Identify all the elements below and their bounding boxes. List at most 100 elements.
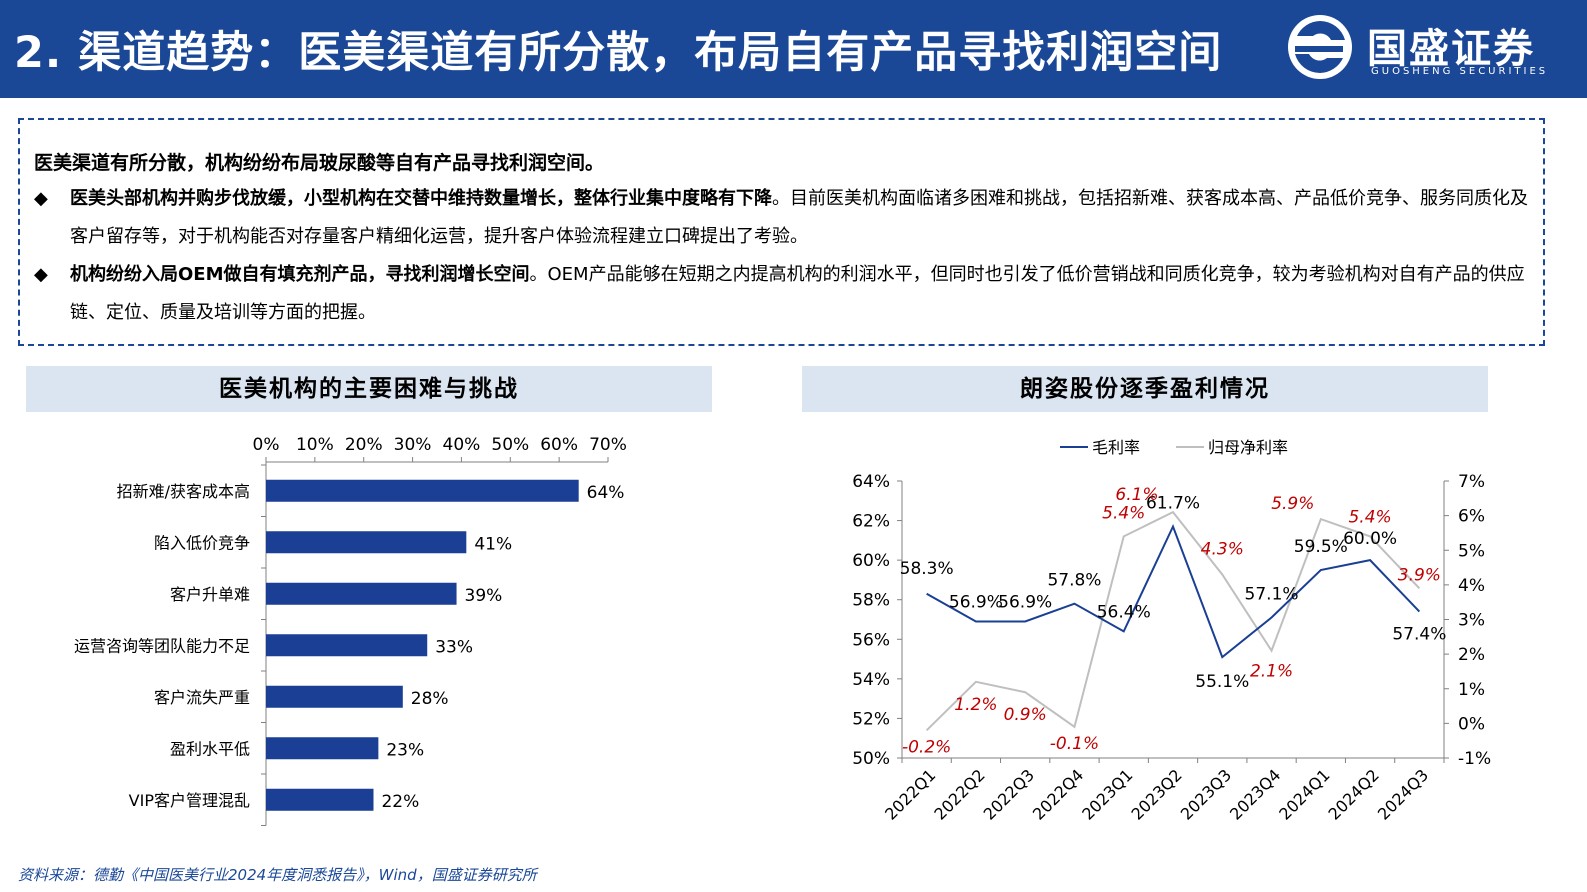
net-margin-label: 1.2%: [954, 695, 997, 715]
bar-x-tick-label: 40%: [443, 435, 481, 455]
left-panel-title: 医美机构的主要困难与挑战: [26, 366, 712, 412]
bullet-2-text: 。OEM产品能够在短期之内提高机构的利润水平，但同时也引发了低价营销战和同质化竞…: [70, 264, 1525, 323]
brand-logo: 国盛证券 GUOSHENG SECURITIES: [1285, 12, 1575, 82]
bar-x-tick-label: 10%: [296, 435, 334, 455]
bar-x-tick-label: 30%: [394, 435, 432, 455]
gross-margin-label: 58.3%: [900, 559, 954, 579]
bar: [266, 737, 379, 760]
logo-text: 国盛证券: [1367, 26, 1535, 72]
net-margin-label: 3.9%: [1398, 565, 1441, 585]
bar-value-label: 33%: [435, 637, 473, 657]
bar-x-tick-label: 50%: [491, 435, 529, 455]
net-margin-label: 5.9%: [1271, 494, 1314, 514]
gross-margin-label: 56.9%: [998, 592, 1052, 612]
line-right-tick-label: 1%: [1458, 680, 1485, 700]
line-right-tick-label: -1%: [1458, 749, 1491, 769]
line-x-tick-label: 2023Q2: [1127, 765, 1185, 823]
bullet-1-text: 。目前医美机构面临诸多困难和挑战，包括招新难、获客成本高、产品低价竞争、服务同质…: [70, 188, 1528, 247]
bar-category-label: 客户升单难: [170, 585, 250, 604]
line-left-tick-label: 62%: [852, 512, 890, 532]
line-right-tick-label: 2%: [1458, 645, 1485, 665]
logo-subtitle: GUOSHENG SECURITIES: [1371, 66, 1549, 77]
net-margin-label: 5.4%: [1348, 507, 1391, 527]
bar-value-label: 39%: [465, 586, 503, 606]
line-left-tick-label: 52%: [852, 709, 890, 729]
bar: [266, 685, 403, 708]
gross-margin-label: 57.4%: [1392, 625, 1446, 645]
line-x-tick-label: 2022Q4: [1029, 765, 1087, 823]
net-margin-label: 0.9%: [1004, 705, 1047, 725]
line-left-tick-label: 58%: [852, 591, 890, 611]
gross-margin-label: 61.7%: [1146, 494, 1200, 514]
bar-value-label: 64%: [587, 483, 625, 503]
net-margin-line: [925, 510, 1421, 732]
diamond-bullet-icon: ◆: [34, 188, 48, 209]
legend-label: 归母净利率: [1208, 438, 1288, 457]
line-left-tick-label: 50%: [852, 749, 890, 769]
bar: [266, 582, 457, 605]
bar-x-tick-label: 70%: [589, 435, 627, 455]
net-margin-label: 2.1%: [1250, 662, 1293, 682]
net-margin-label: -0.1%: [1050, 734, 1099, 754]
line-x-tick-label: 2024Q3: [1374, 765, 1432, 823]
line-left-tick-label: 60%: [852, 551, 890, 571]
bar-x-tick-label: 60%: [540, 435, 578, 455]
line-right-tick-label: 6%: [1458, 507, 1485, 527]
bar-x-tick-label: 0%: [253, 435, 280, 455]
bar: [266, 531, 467, 554]
bar-category-label: 陷入低价竞争: [154, 533, 250, 552]
bar-category-label: VIP客户管理混乱: [129, 791, 250, 810]
gross-margin-line: [926, 523, 1421, 659]
bullet-1-bold: 医美头部机构并购步伐放缓，小型机构在交替中维持数量增长，整体行业集中度略有下降: [70, 188, 772, 209]
summary-box: 医美渠道有所分散，机构纷纷布局玻尿酸等自有产品寻找利润空间。 ◆ 医美头部机构并…: [18, 118, 1545, 346]
gross-margin-label: 57.1%: [1245, 585, 1299, 605]
bar: [266, 479, 579, 502]
right-panel-title: 朗姿股份逐季盈利情况: [802, 366, 1488, 412]
bar-category-label: 运营咨询等团队能力不足: [74, 636, 250, 655]
diamond-bullet-icon: ◆: [34, 264, 48, 285]
bar: [266, 788, 374, 811]
summary-bullet-1: ◆ 医美头部机构并购步伐放缓，小型机构在交替中维持数量增长，整体行业集中度略有下…: [34, 180, 1534, 256]
line-right-tick-label: 4%: [1458, 576, 1485, 596]
line-x-tick-label: 2022Q3: [980, 765, 1038, 823]
source-note: 资料来源：德勤《中国医美行业2024年度洞悉报告》，Wind，国盛证券研究所: [18, 866, 537, 884]
legend-label: 毛利率: [1092, 438, 1140, 457]
bar-x-tick-label: 20%: [345, 435, 383, 455]
summary-lead: 医美渠道有所分散，机构纷纷布局玻尿酸等自有产品寻找利润空间。: [34, 152, 605, 174]
line-x-tick-label: 2024Q1: [1275, 765, 1333, 823]
line-left-tick-label: 56%: [852, 630, 890, 650]
bar-value-label: 41%: [474, 534, 512, 554]
line-x-tick-label: 2023Q1: [1078, 765, 1136, 823]
line-x-tick-label: 2023Q3: [1177, 765, 1235, 823]
line-left-tick-label: 64%: [852, 472, 890, 492]
line-right-tick-label: 7%: [1458, 472, 1485, 492]
line-x-tick-label: 2024Q2: [1325, 765, 1383, 823]
bar-value-label: 28%: [411, 689, 449, 709]
bar-category-label: 盈利水平低: [170, 739, 250, 758]
bar-value-label: 22%: [381, 792, 419, 812]
gross-margin-label: 55.1%: [1195, 672, 1249, 692]
bar: [266, 634, 428, 657]
bullet-2-bold: 机构纷纷入局OEM做自有填充剂产品，寻找利润增长空间: [70, 264, 530, 285]
line-right-tick-label: 3%: [1458, 611, 1485, 631]
line-right-tick-label: 5%: [1458, 541, 1485, 561]
line-right-tick-label: 0%: [1458, 714, 1485, 734]
bar-value-label: 23%: [386, 740, 424, 760]
summary-bullet-2: ◆ 机构纷纷入局OEM做自有填充剂产品，寻找利润增长空间。OEM产品能够在短期之…: [34, 256, 1534, 332]
net-margin-label: -0.2%: [902, 737, 951, 757]
page-title: 2. 渠道趋势：医美渠道有所分散，布局自有产品寻找利润空间: [14, 28, 1223, 78]
bar-category-label: 招新难/获客成本高: [117, 482, 250, 501]
line-x-tick-label: 2023Q4: [1226, 765, 1284, 823]
line-x-tick-label: 2022Q2: [930, 765, 988, 823]
gross-margin-label: 60.0%: [1343, 529, 1397, 549]
gross-margin-label: 57.8%: [1047, 571, 1101, 591]
line-left-tick-label: 54%: [852, 670, 890, 690]
guosheng-logo-icon: [1288, 15, 1352, 79]
line-x-tick-label: 2022Q1: [881, 765, 939, 823]
net-margin-label: 5.4%: [1102, 503, 1145, 523]
net-margin-label: 6.1%: [1115, 485, 1158, 505]
header-bar: 2. 渠道趋势：医美渠道有所分散，布局自有产品寻找利润空间 国盛证券 GUOSH…: [0, 0, 1587, 98]
net-margin-label: 4.3%: [1201, 539, 1244, 559]
gross-margin-label: 56.9%: [949, 592, 1003, 612]
